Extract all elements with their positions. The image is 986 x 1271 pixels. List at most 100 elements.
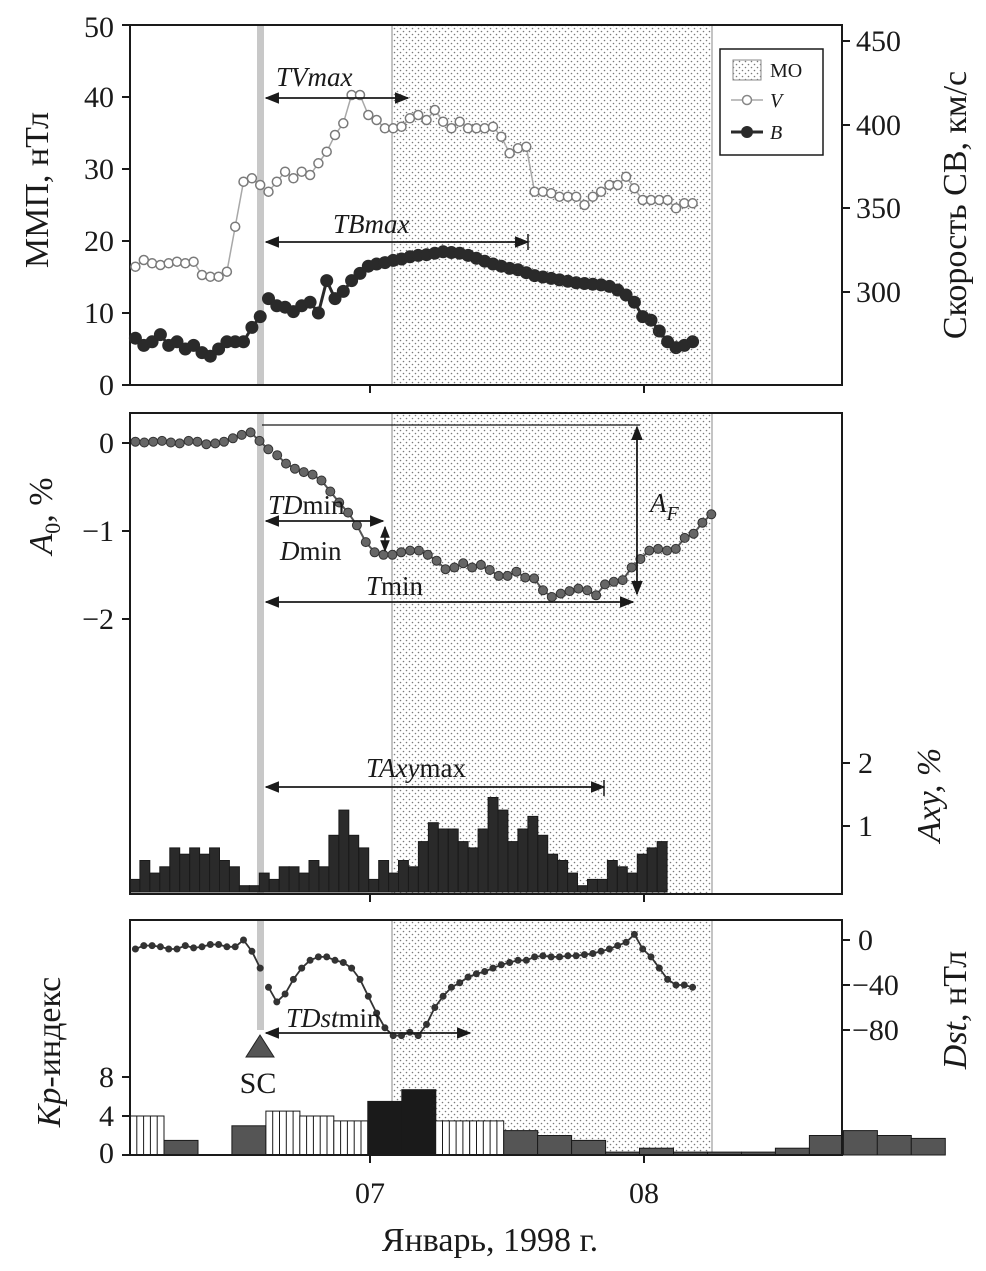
dst-point <box>364 992 372 1000</box>
sc-label: SC <box>240 1067 277 1100</box>
a0-point <box>591 590 602 601</box>
taxymax-label: TAxymax <box>366 753 466 783</box>
a0-point <box>387 549 398 560</box>
axy-bar <box>159 866 171 893</box>
a0-point <box>281 458 291 469</box>
a0-point <box>316 475 327 486</box>
tvmax-label: TVmax <box>276 62 353 92</box>
p3-ylabel-right: Dst, нТл <box>937 951 974 1071</box>
axy-bar <box>656 841 668 893</box>
dst-point <box>456 979 464 987</box>
b-point <box>627 295 641 309</box>
v-point <box>512 143 524 154</box>
axy-bar <box>189 847 201 893</box>
p1-left-tick-30: 30 <box>84 153 114 186</box>
axy-bar <box>597 878 608 893</box>
a0-point <box>183 435 194 446</box>
v-point <box>612 179 623 191</box>
dst-point <box>190 944 198 952</box>
dst-point <box>472 970 480 978</box>
axy-bar <box>646 847 658 893</box>
axy-bar <box>537 834 549 893</box>
a0-point <box>493 570 504 581</box>
dst-point <box>206 941 214 948</box>
a0-point <box>351 520 362 531</box>
a0-point <box>422 549 433 560</box>
a0-point <box>325 486 336 497</box>
v-point <box>487 121 499 132</box>
panel3-frame <box>129 919 843 1156</box>
v-point <box>329 129 341 141</box>
a0-point <box>148 436 159 447</box>
sc-line-3 <box>257 920 264 1030</box>
dst-point <box>256 964 264 972</box>
axy-bar <box>338 809 350 893</box>
v-point <box>371 114 382 126</box>
a0-point <box>449 562 460 573</box>
axy-bar <box>258 872 270 893</box>
dst-point <box>481 968 489 975</box>
a0-point <box>334 497 345 508</box>
v-point <box>213 271 224 282</box>
dst-point <box>689 983 697 991</box>
tmin-label: Tmin <box>366 571 424 601</box>
v-point <box>504 148 515 159</box>
axy-bar <box>179 853 191 893</box>
b-point <box>320 274 334 288</box>
kp-bar <box>503 1130 539 1156</box>
p3-ylabel-left: Kp-индекс <box>31 977 68 1129</box>
dst-point <box>156 943 164 951</box>
v-point <box>188 256 199 267</box>
sc-line-2 <box>257 413 264 894</box>
v-point <box>421 114 432 126</box>
b-point <box>237 335 250 349</box>
a0-point <box>263 444 274 455</box>
b-point <box>345 274 359 288</box>
dst-point <box>664 975 672 983</box>
kp-bar <box>639 1147 674 1156</box>
p2-left-tick-m1: −1 <box>82 515 114 548</box>
v-point <box>171 256 183 267</box>
a0-point <box>573 583 584 594</box>
axy-bar <box>199 853 211 893</box>
tdmin-label: TDmin <box>268 490 345 520</box>
p2-right-tick-1: 1 <box>858 810 873 843</box>
a0-point <box>236 429 247 440</box>
b-point <box>187 338 201 352</box>
a0-point <box>653 543 664 554</box>
a0-point <box>600 579 610 590</box>
a0-point <box>254 435 265 446</box>
axy-bar <box>507 841 519 893</box>
p2-left-tick-0: 0 <box>99 427 114 460</box>
b-point <box>170 335 184 349</box>
panel3-left-axis: 0 4 8 <box>99 1061 130 1170</box>
p2-left-tick-m2: −2 <box>82 603 114 636</box>
panel3-right-axis: 0 −40 −80 <box>842 924 899 1047</box>
a0-point <box>192 436 203 447</box>
axy-bar <box>616 866 628 893</box>
dst-point <box>447 983 455 991</box>
a0-point <box>475 559 486 570</box>
p1-left-tick-50: 50 <box>84 11 114 44</box>
axy-bar <box>219 860 230 893</box>
v-point <box>296 166 307 177</box>
axy-bar <box>457 841 469 893</box>
v-point <box>246 173 258 184</box>
dst-point <box>647 953 655 961</box>
a0-point <box>174 438 185 449</box>
v-point <box>396 121 407 132</box>
v-point <box>412 109 424 121</box>
v-point <box>579 199 590 211</box>
dst-point <box>581 951 588 959</box>
dst-point <box>148 942 156 950</box>
v-point <box>279 166 291 177</box>
dst-point <box>348 964 356 972</box>
a0-point <box>227 433 238 444</box>
sc-line-1 <box>257 25 264 385</box>
a0-point <box>219 436 229 447</box>
v-point <box>521 141 532 152</box>
a0-point <box>396 547 407 558</box>
a0-point <box>289 463 300 474</box>
series-axy <box>129 797 668 893</box>
tdstmin-label: TDstmin <box>286 1003 381 1033</box>
